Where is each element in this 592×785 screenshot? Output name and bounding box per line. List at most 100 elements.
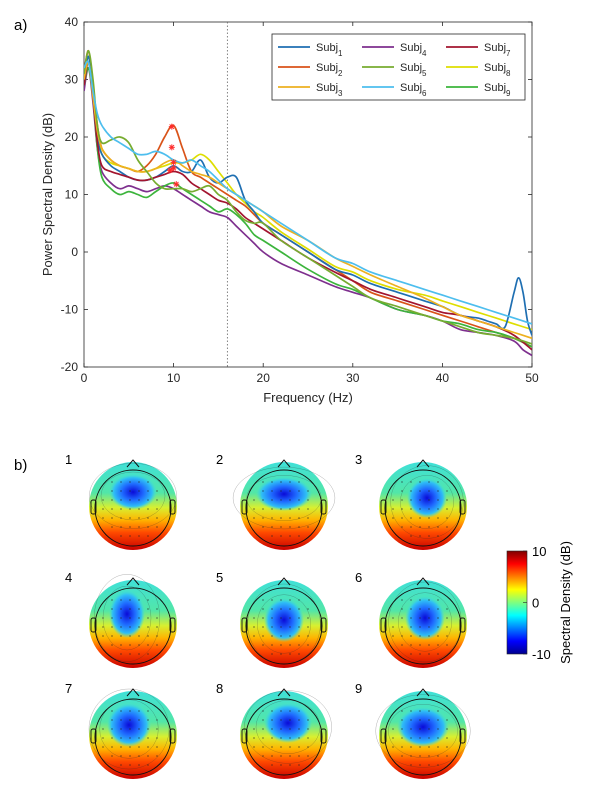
electrode-dot: [138, 626, 140, 628]
electrode-dot: [410, 617, 412, 619]
electrode-dot: [419, 608, 421, 610]
electrode-dot: [138, 728, 140, 730]
electrode-dot: [401, 635, 403, 637]
electrode-dot: [410, 728, 412, 730]
psd-line-chart: 0 10 20 30 40 50 -20 -10 0 10 20 30 40 Frequency (Hz)…: [40, 15, 539, 405]
electrode-dot: [156, 526, 158, 528]
electrode-dot: [129, 635, 131, 637]
electrode-dot: [298, 499, 300, 501]
y-tick-label: 30: [65, 73, 79, 87]
topomap-label: 9: [355, 681, 362, 696]
electrode-dot: [428, 764, 430, 766]
electrode-dot: [253, 737, 255, 739]
electrode-dot: [138, 526, 140, 528]
left-ear-outline: [241, 728, 248, 744]
electrode-dot: [437, 608, 439, 610]
low-density-region: [109, 474, 157, 510]
electrode-dot: [428, 653, 430, 655]
electrode-dot: [289, 764, 291, 766]
electrode-dot: [147, 728, 149, 730]
topomap-label: 6: [355, 570, 362, 585]
electrode-dot: [120, 617, 122, 619]
electrode-dot: [102, 626, 104, 628]
legend-entry-subj-6: Subj6: [400, 82, 427, 98]
electrode-dot: [147, 755, 149, 757]
electrode-dot: [280, 719, 282, 721]
series-line-subj-7: [84, 61, 532, 351]
electrode-dot: [392, 635, 394, 637]
electrode-dot: [446, 728, 448, 730]
electrode-dot: [410, 526, 412, 528]
electrode-dot: [289, 653, 291, 655]
electrode-dot: [120, 526, 122, 528]
electrode-dot: [401, 481, 403, 483]
electrode-dot: [129, 737, 131, 739]
topomap-label: 7: [65, 681, 72, 696]
electrode-dot: [289, 635, 291, 637]
electrode-dot: [111, 481, 113, 483]
electrode-dot: [428, 755, 430, 757]
electrode-dot: [307, 617, 309, 619]
electrode-dot: [262, 499, 264, 501]
panel-label-a: a): [14, 17, 27, 34]
electrode-dot: [410, 517, 412, 519]
electrode-dot: [280, 728, 282, 730]
y-tick-label: 40: [65, 15, 79, 29]
electrode-dot: [419, 617, 421, 619]
electrode-dot: [102, 499, 104, 501]
right-ear-outline: [320, 617, 327, 633]
electrode-dot: [102, 746, 104, 748]
electrode-dot: [437, 635, 439, 637]
electrode-dot: [262, 644, 264, 646]
electrode-dot: [111, 517, 113, 519]
low-density-region: [405, 596, 445, 640]
electrode-dot: [289, 599, 291, 601]
electrode-dot: [401, 517, 403, 519]
electrode-dot: [111, 635, 113, 637]
electrode-dot: [428, 644, 430, 646]
electrode-dot: [298, 617, 300, 619]
electrode-dot: [280, 755, 282, 757]
legend-entry-subj-9: Subj9: [484, 82, 511, 98]
electrode-dot: [307, 635, 309, 637]
electrode-dot: [271, 617, 273, 619]
electrode-dot: [428, 508, 430, 510]
electrode-dot: [298, 508, 300, 510]
topomap-7: 7: [65, 681, 177, 779]
electrode-dot: [271, 728, 273, 730]
electrode-dot: [138, 508, 140, 510]
electrode-dot: [262, 626, 264, 628]
electrode-dot: [120, 626, 122, 628]
electrode-dot: [156, 644, 158, 646]
electrode-dot: [280, 653, 282, 655]
contour-line: [88, 688, 170, 770]
electrode-dot: [120, 644, 122, 646]
electrode-dot: [280, 499, 282, 501]
electrode-dot: [401, 719, 403, 721]
electrode-dot: [446, 490, 448, 492]
electrode-dot: [410, 737, 412, 739]
electrode-dot: [262, 710, 264, 712]
colorbar: 10 0 -10 Spectral Density (dB): [506, 541, 573, 664]
electrode-dot: [271, 526, 273, 528]
electrode-dot: [102, 728, 104, 730]
electrode-dot: [289, 481, 291, 483]
electrode-dot: [289, 499, 291, 501]
electrode-dot: [289, 737, 291, 739]
electrode-dot: [280, 535, 282, 537]
electrode-dot: [280, 608, 282, 610]
electrode-dot: [437, 710, 439, 712]
electrode-dot: [138, 535, 140, 537]
topomap-label: 5: [216, 570, 223, 585]
electrode-dot: [120, 710, 122, 712]
electrode-dot: [401, 746, 403, 748]
topomap-label: 2: [216, 452, 223, 467]
electrode-dot: [120, 481, 122, 483]
electrode-dot: [120, 508, 122, 510]
electrode-dot: [289, 719, 291, 721]
legend-entry-subj-5: Subj5: [400, 62, 427, 78]
x-tick-label: 20: [257, 371, 271, 385]
electrode-dot: [147, 526, 149, 528]
electrode-dot: [401, 755, 403, 757]
electrode-dot: [129, 481, 131, 483]
